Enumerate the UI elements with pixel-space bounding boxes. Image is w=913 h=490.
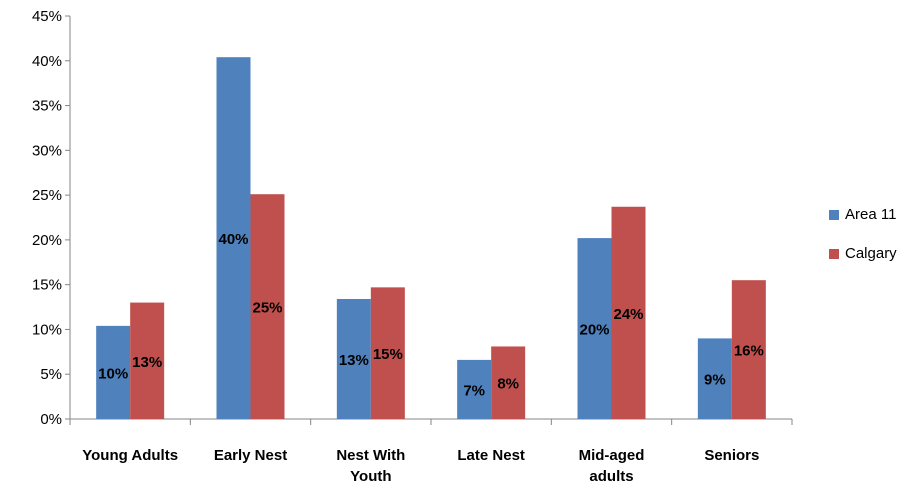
- data-label: 8%: [497, 376, 519, 393]
- x-tick-label: Seniors: [704, 447, 759, 464]
- data-label: 16%: [734, 343, 764, 360]
- bar-area-11: [697, 338, 732, 419]
- legend-label-calgary: Calgary: [845, 245, 897, 262]
- bar-area-11: [216, 57, 251, 419]
- y-tick-label: 0%: [40, 411, 62, 428]
- y-tick-label: 35%: [32, 98, 62, 115]
- legend-swatch-area-11: [829, 209, 839, 220]
- data-label: 15%: [373, 346, 403, 363]
- legend-swatch-calgary: [829, 248, 839, 259]
- data-label: 20%: [579, 322, 609, 339]
- data-label: 25%: [252, 300, 282, 317]
- y-tick-label: 10%: [32, 321, 62, 338]
- bar-area-11: [96, 325, 131, 419]
- y-tick-label: 20%: [32, 232, 62, 249]
- data-label: 10%: [98, 365, 128, 382]
- y-tick-label: 5%: [40, 366, 62, 383]
- legend-item-area-11: Area 11: [829, 206, 897, 223]
- x-tick-label: Late Nest: [457, 447, 525, 464]
- bar-area-11: [577, 238, 612, 419]
- bar-calgary: [370, 287, 405, 419]
- x-tick-label: Nest With: [336, 447, 405, 464]
- bar-calgary: [731, 280, 766, 419]
- x-tick-label: adults: [589, 468, 633, 485]
- chart-data-labels: 10%13%40%25%13% 15%7% 8%20%24%9%16%: [98, 231, 764, 399]
- y-tick-label: 45%: [32, 8, 62, 25]
- data-label: 7%: [463, 382, 485, 399]
- legend-item-calgary: Calgary: [829, 245, 897, 262]
- x-tick-label: Early Nest: [214, 447, 287, 464]
- y-tick-label: 25%: [32, 187, 62, 204]
- y-tick-label: 40%: [32, 53, 62, 70]
- y-tick-label: 30%: [32, 142, 62, 159]
- bar-calgary: [491, 346, 526, 419]
- chart-y-tick-labels: 0% 5% 10% 15% 20% 25% 30% 35% 40% 45%: [32, 8, 62, 428]
- data-label: 40%: [218, 231, 248, 248]
- x-tick-label: Young Adults: [82, 447, 178, 464]
- bar-calgary: [250, 194, 285, 419]
- x-tick-label: Youth: [350, 468, 391, 485]
- data-label: 13%: [132, 354, 162, 371]
- bar-calgary: [130, 302, 165, 419]
- chart-bars: [96, 57, 766, 419]
- bar-area-11: [457, 359, 492, 419]
- data-label: 9%: [704, 372, 726, 389]
- chart-legend: Area 11 Calgary: [829, 206, 897, 284]
- chart-x-tick-labels: Young Adults Early Nest Nest With Youth Late…: [82, 447, 759, 485]
- y-tick-label: 15%: [32, 277, 62, 294]
- legend-label-area-11: Area 11: [845, 206, 897, 223]
- data-label: 13%: [339, 352, 369, 369]
- bar-calgary: [611, 206, 646, 419]
- bar-area-11: [336, 298, 371, 419]
- x-tick-label: Mid-aged: [579, 447, 645, 464]
- chart-axes: [65, 15, 793, 425]
- data-label: 24%: [613, 306, 643, 323]
